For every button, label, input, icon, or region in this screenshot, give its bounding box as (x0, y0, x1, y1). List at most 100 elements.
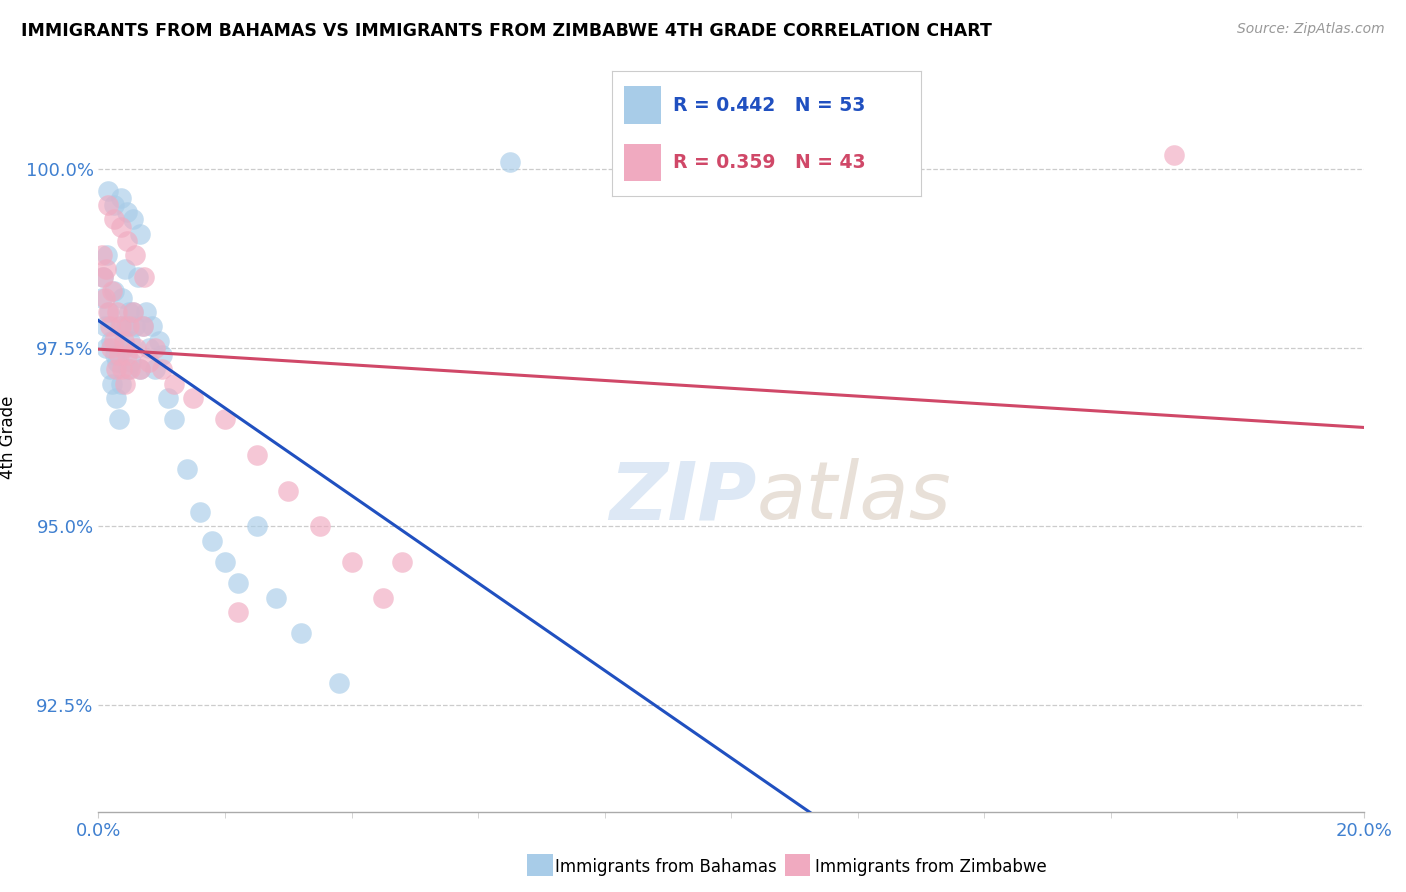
Point (120, 362, 141, 376)
Text: R = 0.359   N = 43: R = 0.359 N = 43 (673, 153, 866, 172)
Point (110, 319, 132, 334)
Point (148, 334, 170, 348)
Point (111, 291, 134, 305)
Point (105, 391, 128, 405)
Point (188, 505, 211, 519)
Text: IMMIGRANTS FROM BAHAMAS VS IMMIGRANTS FROM ZIMBABWE 4TH GRADE CORRELATION CHART: IMMIGRANTS FROM BAHAMAS VS IMMIGRANTS FR… (21, 22, 993, 40)
Point (150, 362, 173, 376)
Point (98, 319, 121, 334)
Point (246, 448, 269, 462)
Point (176, 462, 198, 476)
Point (391, 555, 413, 569)
Point (124, 319, 146, 334)
Point (226, 576, 249, 591)
Point (499, 155, 522, 169)
Point (101, 376, 124, 391)
Point (101, 284, 124, 298)
Text: atlas: atlas (756, 458, 952, 536)
Point (93, 291, 117, 305)
Point (163, 376, 186, 391)
Point (150, 348, 173, 362)
Point (93, 269, 115, 284)
Point (122, 212, 145, 227)
Point (90, 291, 112, 305)
Point (117, 362, 139, 376)
Point (264, 591, 287, 605)
Point (112, 341, 135, 355)
Point (201, 533, 224, 548)
Point (115, 348, 138, 362)
Point (115, 319, 138, 334)
Point (97, 198, 120, 212)
Point (183, 391, 205, 405)
Point (98, 362, 121, 376)
Point (226, 605, 249, 619)
Point (111, 362, 134, 376)
Point (108, 319, 131, 334)
Point (103, 284, 125, 298)
Y-axis label: 4th Grade: 4th Grade (0, 395, 17, 479)
Point (115, 205, 138, 219)
Point (100, 334, 122, 348)
Point (120, 355, 142, 369)
Point (105, 362, 128, 376)
Point (112, 334, 135, 348)
Point (103, 334, 125, 348)
Point (96, 248, 118, 262)
Point (138, 355, 160, 369)
Point (128, 227, 150, 241)
Point (103, 212, 125, 227)
Point (107, 412, 129, 426)
Point (114, 262, 136, 277)
Bar (624, 144, 661, 181)
Point (214, 555, 236, 569)
Point (132, 269, 155, 284)
Point (145, 341, 166, 355)
Point (122, 305, 145, 319)
Point (94, 262, 117, 277)
Point (124, 248, 146, 262)
Point (122, 305, 145, 319)
Point (290, 626, 312, 640)
Point (97, 184, 120, 198)
Point (103, 198, 125, 212)
Point (128, 362, 150, 376)
Point (214, 412, 236, 426)
Point (128, 362, 150, 376)
Point (309, 519, 332, 533)
Point (114, 376, 136, 391)
Point (340, 555, 363, 569)
Point (277, 483, 299, 498)
Text: Immigrants from Bahamas: Immigrants from Bahamas (534, 858, 778, 876)
Point (371, 591, 394, 605)
Point (132, 319, 155, 334)
Point (127, 269, 149, 284)
Bar (624, 87, 661, 124)
Point (328, 676, 350, 690)
Point (97, 305, 120, 319)
Point (110, 376, 132, 391)
Text: Source: ZipAtlas.com: Source: ZipAtlas.com (1237, 22, 1385, 37)
Point (118, 319, 141, 334)
Point (100, 341, 122, 355)
Text: Immigrants from Zimbabwe: Immigrants from Zimbabwe (794, 858, 1047, 876)
Point (107, 305, 129, 319)
Point (107, 348, 129, 362)
Point (135, 305, 157, 319)
Point (1163, 148, 1185, 162)
Point (157, 391, 180, 405)
Point (104, 348, 127, 362)
Point (163, 412, 186, 426)
Text: R = 0.442   N = 53: R = 0.442 N = 53 (673, 95, 866, 114)
Point (97, 305, 120, 319)
Point (93, 269, 115, 284)
Point (107, 355, 129, 369)
Point (125, 341, 148, 355)
Point (132, 319, 155, 334)
Point (141, 319, 163, 334)
Point (118, 305, 141, 319)
Point (115, 234, 138, 248)
Point (120, 334, 141, 348)
Point (110, 219, 132, 234)
Text: ZIP: ZIP (609, 458, 756, 536)
